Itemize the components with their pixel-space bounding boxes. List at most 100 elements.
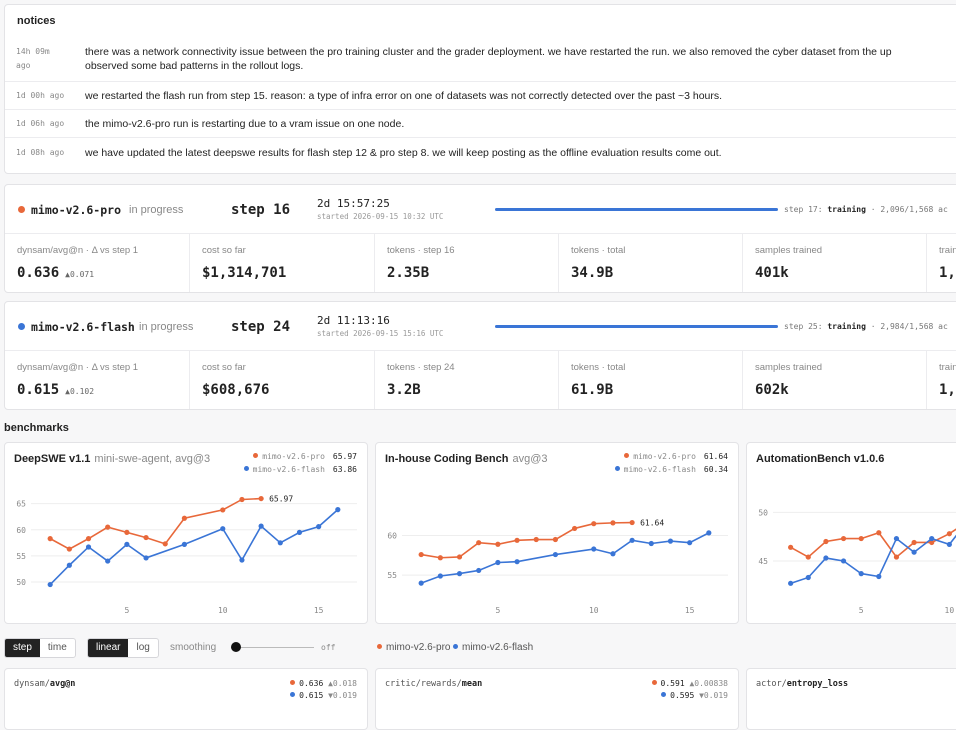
data-point <box>124 541 130 547</box>
notice-text: we restarted the flash run from step 15.… <box>85 90 723 102</box>
x-tick-label: 15 <box>685 606 695 615</box>
data-point <box>316 524 322 530</box>
data-point <box>805 554 811 560</box>
data-point <box>437 555 443 561</box>
stat-tokens-total: tokens · total 61.9B <box>559 350 743 409</box>
chart-title: In-house Coding Bench avg@3 <box>385 453 548 465</box>
data-point <box>911 539 917 546</box>
run-card-flash[interactable]: mimo-v2.6-flash in progress step 24 2d 1… <box>4 301 956 410</box>
data-point <box>591 546 597 552</box>
data-point <box>162 541 168 547</box>
data-point <box>788 544 794 550</box>
data-point <box>124 529 130 535</box>
stat-cost: cost so far $608,676 <box>190 350 375 409</box>
run-status: in progress <box>139 321 194 333</box>
series-line <box>420 532 710 584</box>
notice-item: 14h 09m ago there was a network connecti… <box>5 37 956 81</box>
series-line <box>790 534 956 585</box>
y-tick-label: 60 <box>16 526 26 535</box>
data-point <box>571 525 578 532</box>
data-point <box>258 523 264 529</box>
y-tick-label: 50 <box>16 578 26 587</box>
data-point <box>181 541 188 547</box>
data-point <box>858 535 864 542</box>
smoothing-slider[interactable] <box>231 642 314 652</box>
metric-card-entropy: actor/entropy_loss <box>746 668 956 730</box>
data-point <box>667 538 674 544</box>
data-point <box>706 530 712 536</box>
data-point <box>105 524 111 530</box>
x-tick-label: 10 <box>589 606 599 615</box>
data-point <box>648 540 654 547</box>
run-name: mimo-v2.6-flash <box>31 320 135 334</box>
data-point <box>495 541 501 547</box>
data-point <box>805 574 811 581</box>
data-point <box>514 559 520 565</box>
notice-time: 14h 09m ago <box>16 47 50 70</box>
data-point <box>840 535 847 542</box>
data-point <box>476 540 482 546</box>
data-point <box>876 573 882 580</box>
run-started: started 2026-09-15 15:16 UTC <box>317 329 444 338</box>
metric-card-dynsam: dynsam/avg@n 0.636 ▲0.018 0.615 ▼0.019 <box>4 668 368 730</box>
run-status: in progress <box>129 204 184 216</box>
run-card-pro[interactable]: mimo-v2.6-pro in progress step 16 2d 15:… <box>4 184 956 293</box>
training-status: step 25: training · 2,984/1,568 ac <box>784 322 948 331</box>
data-point <box>823 538 829 545</box>
legend-pro[interactable]: mimo-v2.6-pro <box>377 642 450 653</box>
stat-tokens-step: tokens · step 16 2.35B <box>375 233 559 292</box>
run-elapsed: 2d 15:57:25 <box>317 197 390 210</box>
benchmarks-title: benchmarks <box>4 422 69 434</box>
data-point <box>456 571 463 577</box>
notice-text: the mimo-v2.6-pro run is restarting due … <box>85 118 405 130</box>
data-point <box>552 551 559 558</box>
run-elapsed: 2d 11:13:16 <box>317 314 390 327</box>
data-point <box>476 567 482 574</box>
time-toggle[interactable]: time <box>47 642 67 653</box>
data-point <box>418 580 424 586</box>
chart-plot: 50 55 60 65 5 10 15 65.97 <box>16 495 357 615</box>
data-point <box>552 536 559 543</box>
training-status: step 17: training · 2,096/1,568 ac <box>784 205 948 214</box>
xaxis-toggle: step time <box>4 638 76 658</box>
series-line <box>49 497 262 550</box>
x-tick-label: 10 <box>218 606 228 615</box>
data-point <box>610 551 616 557</box>
run-started: started 2026-09-15 10:32 UTC <box>317 212 444 221</box>
linear-toggle[interactable]: linear <box>88 639 129 657</box>
data-point <box>788 580 794 586</box>
run-step: step 16 <box>231 202 291 218</box>
data-point <box>495 559 501 566</box>
data-point <box>929 535 935 542</box>
data-point <box>220 526 226 532</box>
notice-text-cont: observed some bad patterns in the rollou… <box>85 60 304 72</box>
bench-card-automation: AutomationBench v1.0.6 45 50 5 10 <box>746 442 956 624</box>
scale-toggle: linear log <box>87 638 159 658</box>
x-tick-label: 5 <box>495 606 500 615</box>
notice-item: 1d 06h ago the mimo-v2.6-pro run is rest… <box>5 109 956 138</box>
x-tick-label: 5 <box>124 606 129 615</box>
data-point <box>143 555 149 561</box>
bench-card-deepswe: DeepSWE v1.1 mini-swe-agent, avg@3 mimo-v… <box>4 442 368 624</box>
data-point <box>66 546 72 552</box>
y-tick-label: 50 <box>758 508 768 517</box>
metric-title: actor/entropy_loss <box>756 679 849 689</box>
x-tick-label: 5 <box>859 606 864 615</box>
data-point <box>840 558 847 564</box>
chart-legend: mimo-v2.6-flash 63.86 <box>243 465 357 474</box>
step-toggle[interactable]: step <box>5 639 40 657</box>
legend-flash[interactable]: mimo-v2.6-flash <box>453 642 533 653</box>
data-point <box>876 530 882 536</box>
series-line <box>421 521 633 559</box>
data-point <box>47 536 53 542</box>
data-point <box>418 551 424 558</box>
log-toggle[interactable]: log <box>136 642 150 653</box>
run-header: mimo-v2.6-flash in progress step 24 2d 1… <box>5 302 956 351</box>
stat-samples: samples trained 602k <box>743 350 927 409</box>
data-label: 61.64 <box>640 519 664 528</box>
chart-plot: 45 50 5 10 <box>758 508 956 615</box>
data-point <box>181 515 188 521</box>
smoothing-state: off <box>321 643 336 652</box>
progress-bar <box>495 325 778 328</box>
